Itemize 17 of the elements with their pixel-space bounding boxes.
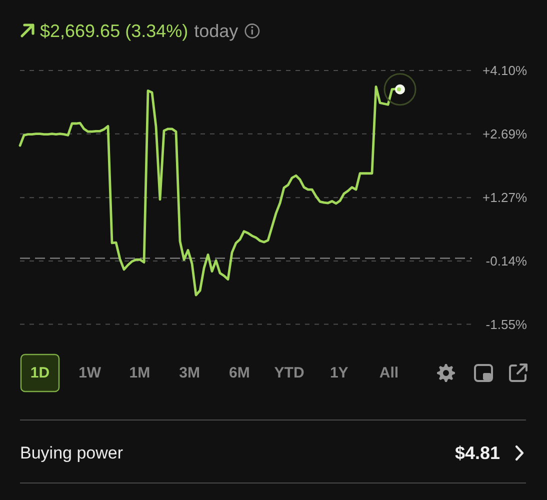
text: 1Y <box>330 364 348 382</box>
y-tick-label: +2.69% <box>482 126 528 142</box>
text: 1M <box>129 364 150 382</box>
text: $4.81 <box>454 443 500 463</box>
y-tick-label: -1.55% <box>486 316 528 332</box>
chart-subtitle: today <box>194 21 238 41</box>
y-tick-label: -0.14% <box>486 253 528 268</box>
text: All <box>379 364 399 382</box>
text: YTD <box>274 364 304 382</box>
text: 1W <box>78 364 102 382</box>
y-tick-label: +4.10% <box>482 63 528 78</box>
text: 3M <box>179 364 200 382</box>
text: Buying power <box>20 444 124 462</box>
text: 6M <box>229 364 250 382</box>
chart-title: $2,669.65 (3.34%) <box>40 21 188 41</box>
text: 1D <box>30 364 50 382</box>
y-tick-label: +1.27% <box>482 190 528 206</box>
